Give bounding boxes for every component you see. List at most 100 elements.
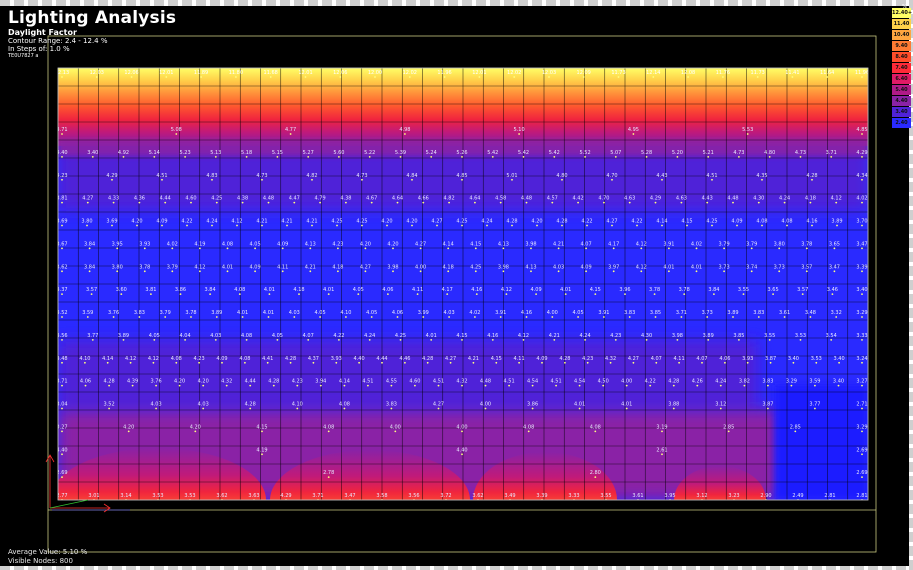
node-marker [130,76,133,78]
node-value-label: 4.21 [306,219,317,225]
node-value-label: 3.29 [786,379,797,385]
node-value-label: 5.42 [518,150,529,156]
node-value-label: 4.25 [456,219,467,225]
node-marker [447,247,450,250]
node-value-label: 4.15 [256,424,267,430]
node-marker [719,384,722,387]
node-marker [838,361,840,364]
node-marker [261,430,263,433]
node-value-label: 4.00 [415,264,426,270]
node-marker [175,133,178,135]
node-value-label: 3.96 [619,287,630,293]
node-value-label: 4.51 [433,379,444,385]
node-marker [461,224,463,227]
node-value-label: 3.24 [856,356,867,362]
node-marker [221,361,223,364]
node-value-label: 4.28 [285,356,296,362]
node-value-label: 2.69 [856,470,867,476]
node-marker [338,156,340,158]
node-value-label: 4.44 [245,379,256,385]
node-value-label: 4.12 [518,333,529,339]
node-marker [499,316,502,318]
node-value-label: 4.15 [681,219,692,225]
node-marker [296,384,299,387]
node-value-label: 4.24 [715,379,726,385]
node-value-label: 4.14 [102,356,113,362]
node-value-label: 4.09 [531,287,542,293]
node-marker [199,247,201,250]
node-value-label: 3.89 [703,333,714,339]
node-marker [171,270,174,273]
node-marker [654,201,657,204]
node-marker [668,270,670,273]
node-value-label: 4.15 [491,356,502,362]
node-marker [267,201,270,204]
node-marker [661,224,663,227]
node-marker [339,76,342,78]
node-marker [861,476,863,478]
node-value-label: 3.53 [152,493,163,499]
node-marker [112,316,115,318]
node-marker [861,156,863,158]
node-value-label: 2.69 [56,470,67,476]
node-marker [535,293,537,295]
node-value-label: 4.08 [234,287,245,293]
node-marker [522,156,525,158]
node-marker [155,384,158,387]
node-value-label: 12.01 [298,70,312,76]
node-marker [396,316,399,318]
node-value-label: 4.39 [127,379,138,385]
node-marker [809,201,812,204]
node-value-label: 4.60 [185,196,196,202]
node-marker [794,430,797,433]
node-marker [738,339,740,341]
node-marker [701,361,703,364]
node-marker [750,247,753,250]
node-value-label: 4.00 [456,424,467,430]
node-marker [527,430,530,433]
node-value-label: 3.99 [418,310,429,316]
node-value-label: 4.14 [443,241,454,247]
node-marker [695,247,698,250]
node-value-label: 3.72 [440,493,451,499]
node-marker [676,339,679,341]
node-marker [281,247,284,250]
node-value-label: 12.06 [124,70,138,76]
plot-border [57,67,869,501]
node-value-label: 3.93 [742,356,753,362]
node-marker [640,247,643,250]
node-marker [88,270,91,273]
node-marker [801,293,804,295]
legend-swatch: 6.40 [892,74,911,84]
node-marker [61,76,63,78]
legend-swatch: 3.40 [892,107,911,117]
node-marker [624,293,626,295]
node-marker [198,361,201,364]
node-value-label: 4.20 [387,241,398,247]
node-marker [361,178,363,181]
node-value-label: 3.65 [768,287,779,293]
node-marker [768,156,771,158]
node-value-label: 4.22 [333,333,344,339]
node-value-label: 4.30 [641,333,652,339]
node-marker [293,316,296,318]
node-marker [209,293,212,295]
node-marker [461,453,463,456]
node-value-label: 4.27 [433,402,444,408]
node-value-label: 4.29 [106,173,117,179]
node-marker [386,224,388,227]
node-marker [226,270,229,273]
node-marker [136,224,138,227]
node-marker [267,316,270,318]
node-marker [86,224,88,227]
node-value-label: 4.11 [277,264,288,270]
node-marker [531,384,534,387]
node-marker [861,453,863,456]
node-value-label: 4.20 [360,241,371,247]
node-marker [861,247,863,250]
node-marker [541,361,543,364]
node-value-label: 4.01 [621,402,632,408]
node-marker [724,361,726,364]
node-marker [61,476,63,478]
node-value-label: 4.05 [353,287,364,293]
